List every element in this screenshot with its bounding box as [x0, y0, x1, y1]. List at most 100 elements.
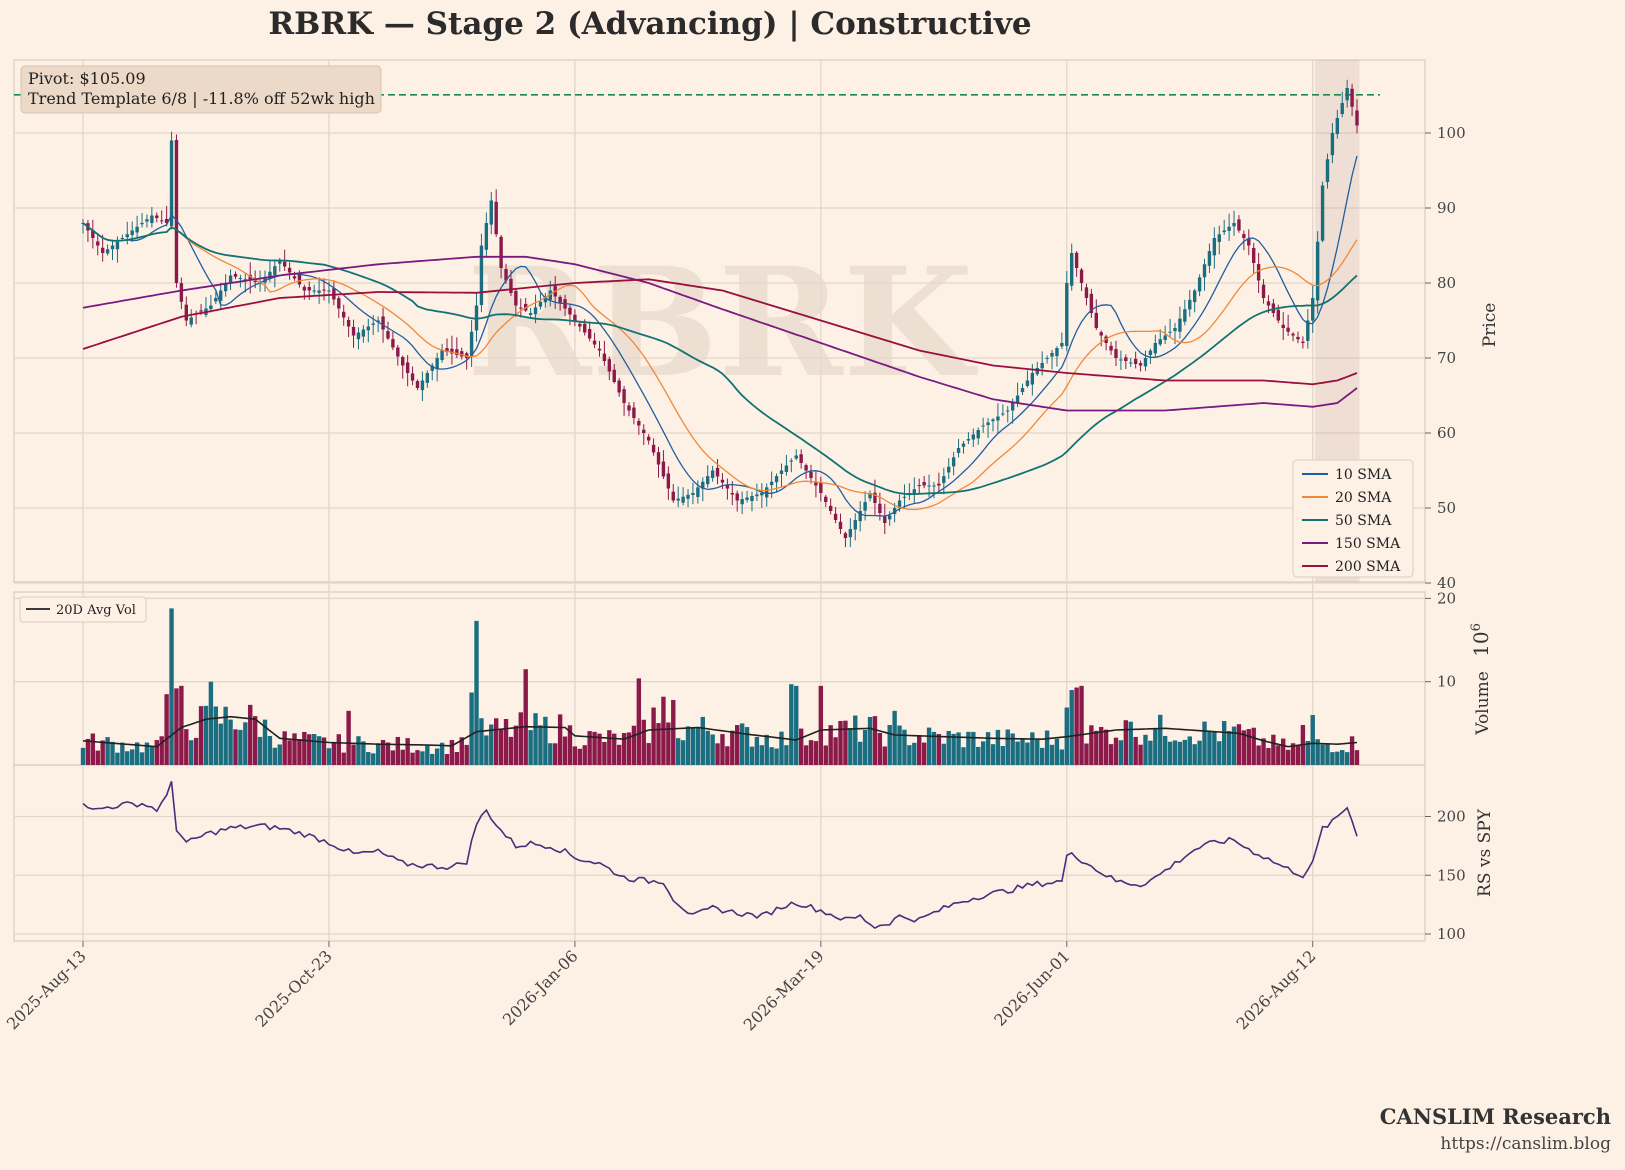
candle-body	[902, 496, 907, 498]
candle-body	[543, 296, 548, 303]
candle-body	[538, 301, 543, 307]
candle-body	[91, 229, 95, 238]
candle-body	[858, 511, 862, 522]
candle-body	[794, 455, 798, 459]
volume-bar	[316, 736, 322, 765]
candle-body	[661, 461, 666, 477]
volume-bar	[1143, 734, 1148, 765]
volume-bar	[449, 740, 455, 765]
volume-bar	[1020, 738, 1025, 765]
candle-body	[1178, 318, 1182, 332]
candle-body	[666, 473, 671, 489]
volume-bar	[1290, 743, 1296, 765]
candle-body	[1055, 348, 1059, 357]
candle-body	[1084, 287, 1089, 298]
candle-body	[1015, 395, 1020, 404]
candle-body	[96, 241, 100, 246]
volume-bar	[1015, 741, 1020, 765]
candle-body	[617, 380, 621, 393]
volume-bar	[538, 725, 543, 765]
volume-bar	[144, 742, 150, 765]
volume-bar	[159, 736, 164, 765]
candle-body	[391, 339, 395, 348]
candle-body	[282, 261, 287, 267]
volume-bar	[892, 710, 897, 765]
candle-body	[1306, 320, 1310, 341]
volume-bar	[607, 730, 612, 765]
candle-body	[302, 286, 307, 291]
volume-bar	[282, 731, 287, 765]
candle-body	[1030, 373, 1035, 385]
volume-bar	[1182, 739, 1188, 765]
volume-bar	[174, 688, 179, 765]
candle-body	[612, 369, 616, 382]
candle-body	[405, 362, 410, 373]
volume-bar	[1118, 740, 1124, 765]
candle-body	[799, 454, 803, 463]
candle-body	[568, 307, 572, 315]
candle-body	[863, 502, 867, 511]
candle-body	[1217, 234, 1221, 242]
candle-body	[484, 223, 489, 250]
candle-body	[587, 328, 592, 339]
volume-bar	[1113, 737, 1119, 765]
volume-bar	[518, 712, 523, 765]
candle-body	[1247, 238, 1251, 246]
candle-body	[445, 348, 449, 352]
volume-bar	[582, 745, 587, 765]
volume-bar	[415, 750, 420, 765]
candle-body	[312, 290, 316, 292]
volume-bar	[238, 729, 243, 765]
candle-body	[892, 508, 897, 515]
candle-body	[1325, 159, 1330, 183]
candle-body	[455, 349, 459, 355]
volume-bar	[410, 752, 415, 765]
volume-bar	[1295, 744, 1301, 765]
sma-line-20	[82, 222, 1358, 511]
price-tick-label: 60	[1437, 424, 1456, 442]
candle-body	[774, 476, 779, 483]
legend-label: 150 SMA	[1335, 536, 1401, 552]
candle-body	[942, 476, 946, 483]
candle-body	[814, 481, 818, 486]
volume-bar	[1054, 738, 1060, 765]
candle-body	[696, 487, 700, 497]
candle-body	[233, 273, 238, 277]
volume-bar	[95, 750, 100, 765]
legend-label: 10 SMA	[1335, 467, 1392, 483]
volume-bar	[1335, 751, 1340, 765]
candle-body	[120, 238, 125, 239]
volume-bar	[1089, 725, 1094, 765]
volume-bar	[203, 705, 209, 765]
candle-body	[209, 305, 213, 310]
volume-bar	[794, 685, 799, 765]
candle-body	[765, 487, 769, 498]
volume-bar	[646, 743, 651, 765]
volume-bar	[1261, 738, 1266, 765]
volume-bar	[1049, 744, 1055, 765]
volume-bar	[685, 726, 691, 765]
volume-bar	[1162, 735, 1168, 765]
volume-bar	[818, 685, 824, 765]
volume-bar	[862, 729, 868, 765]
volume-bar	[1079, 685, 1084, 765]
candle-body	[715, 467, 720, 477]
volume-bar	[798, 728, 804, 765]
candle-body	[528, 313, 533, 315]
volume-bar	[361, 741, 366, 765]
volume-bar	[1315, 739, 1320, 765]
volume-bar	[779, 731, 784, 765]
volume-bar	[1197, 740, 1202, 765]
legend-frame	[1292, 459, 1414, 578]
volume-bar	[872, 716, 878, 765]
candle-body	[922, 482, 926, 486]
candle-body	[292, 276, 297, 279]
candle-body	[110, 245, 115, 250]
candle-body	[1168, 331, 1172, 333]
volume-bar	[134, 742, 140, 765]
x-tick-label: 2026-Mar-19	[740, 946, 828, 1034]
candle-body	[1010, 403, 1015, 411]
candle-body	[828, 505, 833, 511]
candle-body	[386, 331, 390, 339]
